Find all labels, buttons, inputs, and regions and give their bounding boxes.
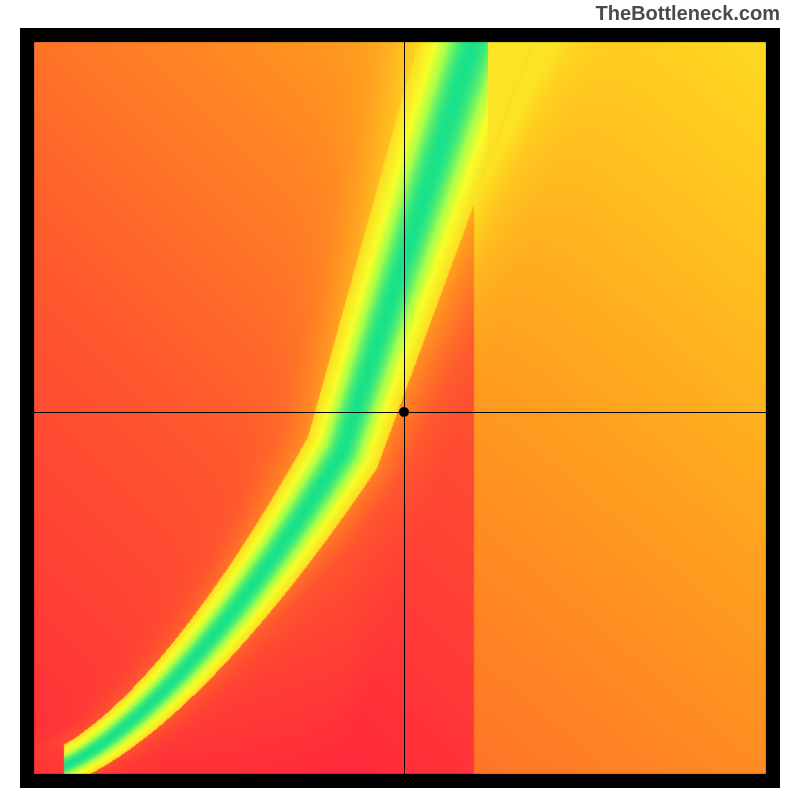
watermark-text: TheBottleneck.com — [0, 0, 800, 28]
marker-dot — [399, 407, 409, 417]
bottleneck-heatmap — [20, 28, 780, 788]
